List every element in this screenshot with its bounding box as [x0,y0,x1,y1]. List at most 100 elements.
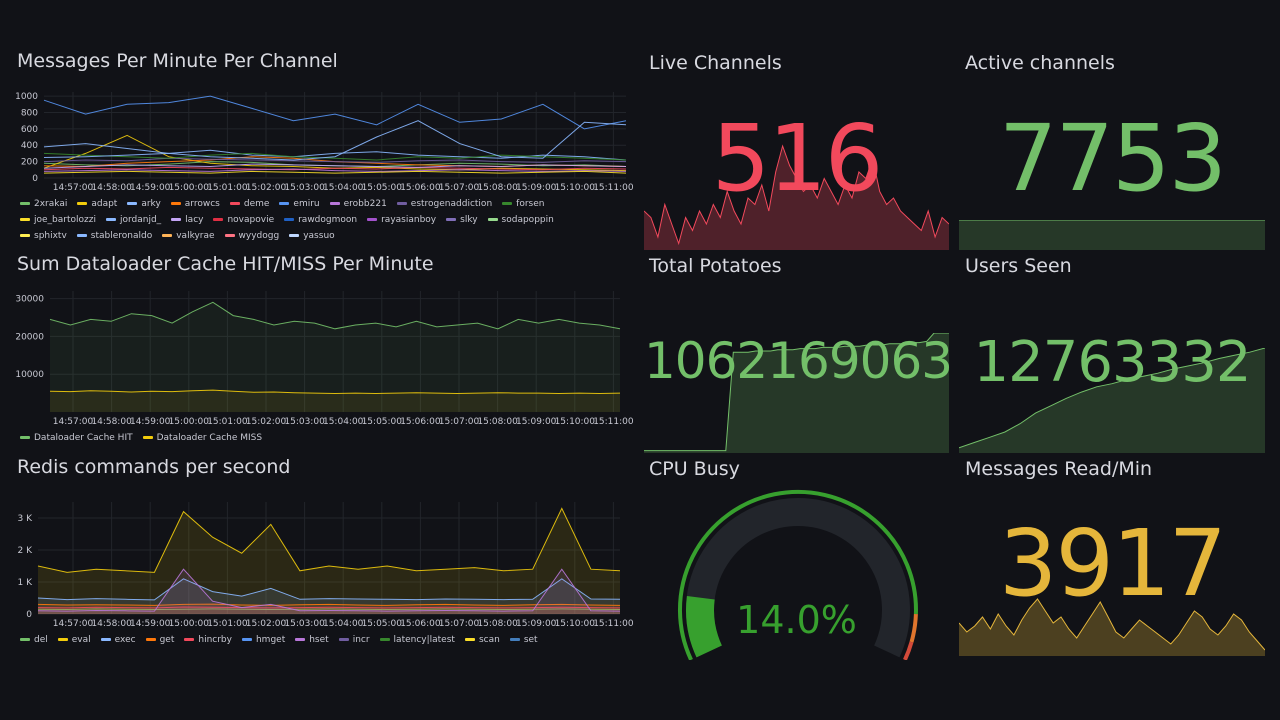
active-channels-title: Active channels [965,52,1115,74]
legend-item[interactable]: joe_bartolozzi [20,212,96,228]
legend-item[interactable]: arky [127,196,161,212]
legend-item[interactable]: emiru [279,196,320,212]
x-tick-label: 15:05:00 [362,417,403,427]
redis-legend: del eval exec get hincrby hmget hset incr latenc… [20,632,620,648]
legend-swatch [446,218,457,221]
legend-item[interactable]: slky [446,212,478,228]
legend-item[interactable]: del [20,632,48,648]
y-tick-label: 0 [26,610,32,620]
x-tick-label: 15:10:00 [555,619,596,629]
legend-swatch [20,638,30,641]
x-tick-label: 14:59:00 [130,183,171,193]
x-tick-label: 15:05:00 [362,183,403,193]
sparkline-area [959,220,1265,250]
y-tick-label: 1000 [15,92,38,102]
legend-item[interactable]: hincrby [184,632,232,648]
legend-item[interactable]: rayasianboy [367,212,436,228]
legend-swatch [20,202,30,205]
series-line [43,163,627,169]
x-tick-label: 15:03:00 [284,417,325,427]
legend-item[interactable]: set [509,632,538,648]
legend-item[interactable]: lacy [171,212,203,228]
redis-chart: 14:57:0014:58:0014:59:0015:00:0015:01:00… [18,502,634,629]
x-tick-label: 14:57:00 [53,417,94,427]
legend-swatch [171,218,182,221]
legend-item[interactable]: Dataloader Cache HIT [20,430,133,446]
legend-label: deme [243,199,270,209]
gauge-value-arc [686,595,723,658]
legend-label: scan [478,635,500,645]
y-tick-label: 400 [21,141,38,151]
legend-item[interactable]: valkyrae [162,228,215,244]
legend-swatch [338,638,349,641]
legend-item[interactable]: incr [338,632,370,648]
y-tick-label: 10000 [15,370,44,380]
messages-chart: 14:57:0014:58:0014:59:0015:00:0015:01:00… [15,92,634,193]
legend-swatch [105,218,116,221]
legend-label: erobb221 [343,199,387,209]
live-channels-title: Live Channels [649,52,782,74]
active-channels-value: 7753 [998,105,1227,212]
legend-swatch [396,202,407,205]
legend-swatch [127,202,138,205]
legend-item[interactable]: adapt [77,196,117,212]
legend-item[interactable]: deme [229,196,270,212]
legend-label: incr [352,635,370,645]
legend-item[interactable]: novapovie [213,212,274,228]
legend-swatch [289,234,300,237]
x-tick-label: 15:01:00 [207,183,248,193]
x-tick-label: 15:06:00 [400,417,441,427]
legend-item[interactable]: latency|latest [379,632,455,648]
legend-item[interactable]: rawdogmoon [284,212,357,228]
live-channels-sparkline [644,144,949,250]
legend-label: del [34,635,48,645]
x-tick-label: 14:57:00 [53,619,94,629]
legend-item[interactable]: hset [295,632,329,648]
x-tick-label: 15:04:00 [323,619,364,629]
legend-item[interactable]: arrowcs [170,196,220,212]
legend-item[interactable]: forsen [502,196,544,212]
legend-item[interactable]: sodapoppin [487,212,554,228]
legend-swatch [464,638,475,641]
series-line [43,95,627,130]
redis-panel: Redis commands per second 14:57:00 14:58:… [0,456,640,656]
legend-swatch [487,218,498,221]
gauge-threshold-green [677,489,918,660]
messages-read-value: 3917 [998,510,1227,617]
legend-item[interactable]: exec [100,632,136,648]
x-tick-label: 15:03:00 [284,183,325,193]
legend-item[interactable]: yassuo [289,228,335,244]
legend-item[interactable]: Dataloader Cache MISS [142,430,263,446]
legend-item[interactable]: 2xrakai [20,196,67,212]
y-tick-label: 200 [21,158,38,168]
x-tick-label: 15:09:00 [516,417,557,427]
x-tick-label: 15:00:00 [169,619,210,629]
legend-item[interactable]: wyydogg [224,228,279,244]
legend-item[interactable]: erobb221 [329,196,387,212]
legend-label: yassuo [303,231,335,241]
messages-read-title: Messages Read/Min [965,458,1153,480]
series-line [37,603,621,606]
legend-label: forsen [516,199,545,209]
legend-item[interactable]: hmget [241,632,285,648]
legend-item[interactable]: scan [464,632,500,648]
users-seen-sparkline [959,348,1265,453]
legend-item[interactable]: stableronaldo [76,228,152,244]
legend-item[interactable]: get [145,632,174,648]
legend-item[interactable]: jordanjd_ [105,212,161,228]
series-line [43,166,627,171]
sparkline-area [959,599,1265,656]
legend-label: lacy [185,215,204,225]
legend-swatch [502,202,513,205]
x-tick-label: 15:11:00 [593,619,634,629]
legend-item[interactable]: eval [57,632,91,648]
x-tick-label: 14:57:00 [53,183,94,193]
y-tick-label: 0 [32,174,38,184]
x-tick-label: 14:58:00 [91,183,132,193]
legend-item[interactable]: sphixtv [20,228,67,244]
series-line [49,301,621,330]
series-line [43,143,627,161]
legend-item[interactable]: estrogenaddiction [396,196,492,212]
legend-label: Dataloader Cache MISS [156,433,263,443]
legend-label: novapovie [227,215,275,225]
